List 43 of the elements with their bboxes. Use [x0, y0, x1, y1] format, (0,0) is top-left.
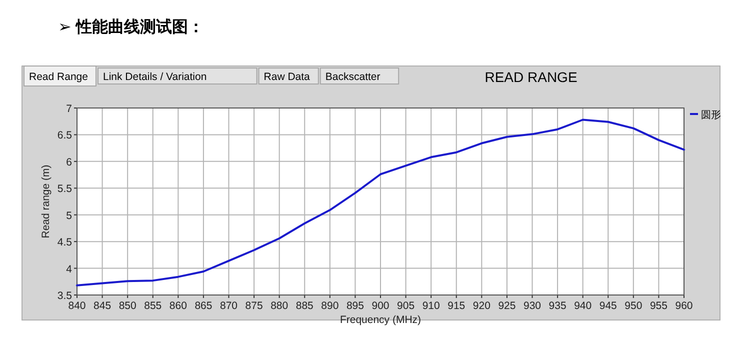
text: Read Range: [29, 71, 88, 83]
x-tick-label: 880: [270, 300, 288, 312]
x-tick-label: 940: [574, 300, 592, 312]
y-tick-label: 6.5: [57, 130, 72, 142]
x-tick-label: 890: [321, 300, 339, 312]
text: Raw Data: [264, 71, 310, 83]
x-tick-label: 865: [194, 300, 212, 312]
x-tick-label: 910: [422, 300, 440, 312]
x-tick-label: 860: [169, 300, 188, 312]
x-axis-title: Frequency (MHz): [340, 314, 422, 326]
x-tick-label: 850: [118, 300, 136, 312]
text: Backscatter: [325, 71, 381, 83]
x-tick-label: 895: [346, 300, 364, 312]
y-tick-label: 3.5: [57, 290, 72, 302]
x-tick-label: 950: [624, 300, 642, 312]
x-tick-label: 925: [498, 300, 516, 312]
x-tick-label: 885: [296, 300, 314, 312]
x-tick-label: 935: [548, 300, 566, 312]
x-tick-label: 855: [144, 300, 162, 312]
x-tick-label: 845: [94, 300, 112, 312]
y-tick-label: 5: [66, 210, 72, 222]
x-tick-label: 870: [220, 300, 238, 312]
x-tick-label: 875: [245, 300, 263, 312]
chart-title: ➢ 性能曲线测试图：: [58, 18, 204, 36]
x-tick-label: 945: [599, 300, 618, 312]
line-series: [76, 118, 685, 286]
x-tick-label: 930: [523, 300, 542, 312]
text: Link Details / Variation: [103, 71, 207, 83]
y-tick-label: 4.5: [57, 236, 72, 249]
x-tick-label: 900: [372, 300, 390, 312]
x-tick-label: 920: [472, 300, 491, 312]
y-tick-label: 7: [66, 103, 72, 115]
y-axis-title: Read range (m): [40, 164, 52, 238]
x-tick-label: 840: [68, 300, 86, 312]
y-tick-label: 5.5: [57, 183, 72, 196]
legend-label: 圆形: [701, 110, 721, 121]
y-tick-label: 6: [66, 156, 72, 168]
x-tick-label: 905: [397, 300, 415, 312]
y-tick-label: 4: [66, 263, 72, 276]
x-tick-label: 955: [650, 300, 668, 312]
chart-subtitle: READ RANGE: [484, 69, 578, 85]
x-tick-label: 960: [675, 300, 693, 312]
x-tick-label: 915: [448, 300, 466, 312]
